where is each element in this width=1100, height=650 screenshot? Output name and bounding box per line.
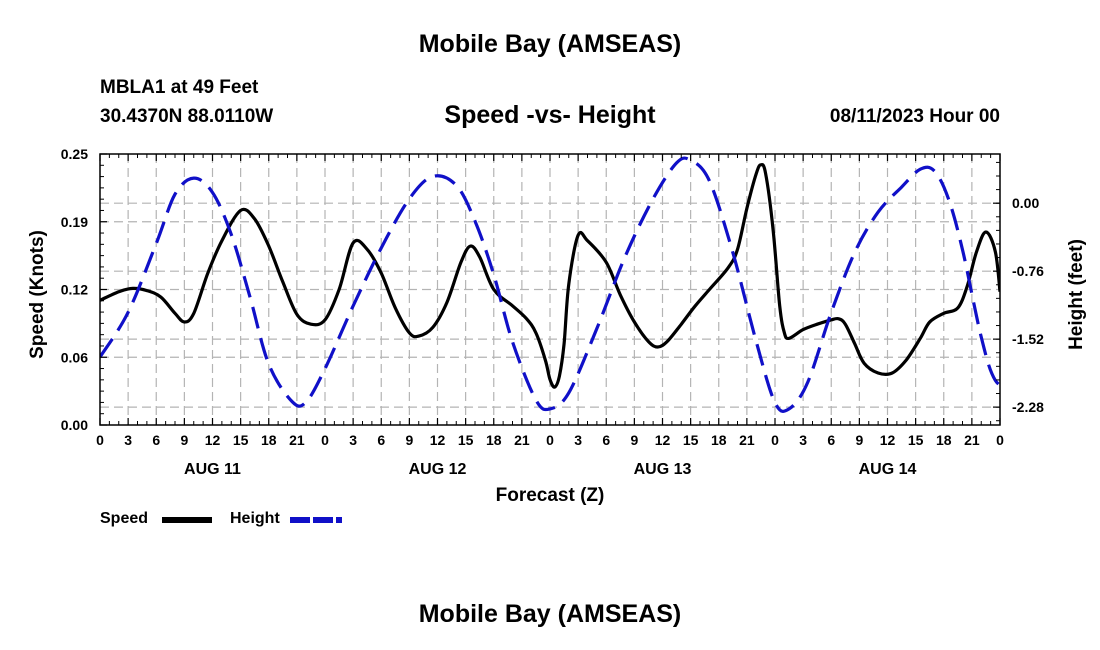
- y-left-tick-label: 0.00: [61, 417, 88, 433]
- y-right-tick-label: 0.00: [1012, 195, 1039, 211]
- x-axis-title: Forecast (Z): [496, 485, 605, 506]
- axis-labels: 0 3 6 9 12 15 18 21 0 3 6 9 12 15 18 21 0 3 6 9 12 15 18 21 0 3 6 9…: [27, 146, 1087, 506]
- forecast-datetime: 08/11/2023 Hour 00: [829, 106, 1000, 127]
- x-tick-label: 3: [349, 432, 357, 448]
- x-tick-label: 9: [180, 432, 188, 448]
- x-tick-label: 3: [124, 432, 132, 448]
- chart-subtitle: Speed -vs- Height: [444, 101, 656, 129]
- speed-series-line: [100, 163, 1000, 389]
- legend-speed-label: Speed: [100, 510, 149, 527]
- x-tick-label: 18: [711, 432, 727, 448]
- grid: [100, 154, 1000, 425]
- y-right-tick-label: -1.52: [1012, 331, 1044, 347]
- x-tick-label: 6: [377, 432, 385, 448]
- day-label: AUG 11: [184, 461, 241, 478]
- x-tick-label: 15: [908, 432, 924, 448]
- x-tick-label: 0: [996, 432, 1004, 448]
- x-tick-label: 9: [855, 432, 863, 448]
- main-title: Mobile Bay (AMSEAS): [418, 30, 682, 58]
- y-left-tick-label: 0.25: [61, 146, 88, 162]
- x-tick-label: 21: [289, 432, 305, 448]
- x-tick-label: 21: [739, 432, 755, 448]
- x-tick-label: 15: [683, 432, 699, 448]
- x-tick-label: 12: [655, 432, 671, 448]
- day-label: AUG 14: [859, 461, 917, 478]
- y-right-axis-title: Height (feet): [1066, 239, 1087, 350]
- x-tick-label: 6: [152, 432, 160, 448]
- x-tick-label: 21: [964, 432, 980, 448]
- y-right-tick-label: -0.76: [1012, 263, 1044, 279]
- x-tick-label: 9: [405, 432, 413, 448]
- x-tick-label: 15: [233, 432, 249, 448]
- y-left-tick-label: 0.19: [61, 214, 88, 230]
- legend-height-label: Height: [230, 510, 280, 527]
- x-tick-label: 18: [936, 432, 952, 448]
- height-series-line: [100, 156, 1000, 413]
- ticks: [99, 153, 1001, 426]
- day-label: AUG 12: [409, 461, 467, 478]
- y-left-axis-title: Speed (Knots): [27, 230, 48, 359]
- x-tick-label: 12: [430, 432, 446, 448]
- y-right-tick-label: -2.28: [1012, 399, 1044, 415]
- series-layer: [100, 156, 1000, 413]
- x-tick-label: 3: [574, 432, 582, 448]
- footer-title: Mobile Bay (AMSEAS): [418, 600, 682, 628]
- x-tick-label: 3: [799, 432, 807, 448]
- x-tick-label: 0: [321, 432, 329, 448]
- x-tick-label: 18: [486, 432, 502, 448]
- x-tick-label: 12: [205, 432, 221, 448]
- x-tick-label: 9: [630, 432, 638, 448]
- day-label: AUG 13: [634, 461, 692, 478]
- x-tick-label: 15: [458, 432, 474, 448]
- x-tick-label: 0: [546, 432, 554, 448]
- x-tick-label: 21: [514, 432, 530, 448]
- x-tick-label: 18: [261, 432, 277, 448]
- x-tick-label: 6: [602, 432, 610, 448]
- y-left-tick-label: 0.06: [61, 349, 88, 365]
- x-tick-label: 12: [880, 432, 896, 448]
- x-tick-label: 0: [96, 432, 104, 448]
- x-tick-label: 6: [827, 432, 835, 448]
- x-tick-label: 0: [771, 432, 779, 448]
- coordinates-label: 30.4370N 88.0110W: [100, 106, 274, 127]
- station-label: MBLA1 at 49 Feet: [100, 77, 259, 98]
- y-left-tick-label: 0.12: [61, 282, 88, 298]
